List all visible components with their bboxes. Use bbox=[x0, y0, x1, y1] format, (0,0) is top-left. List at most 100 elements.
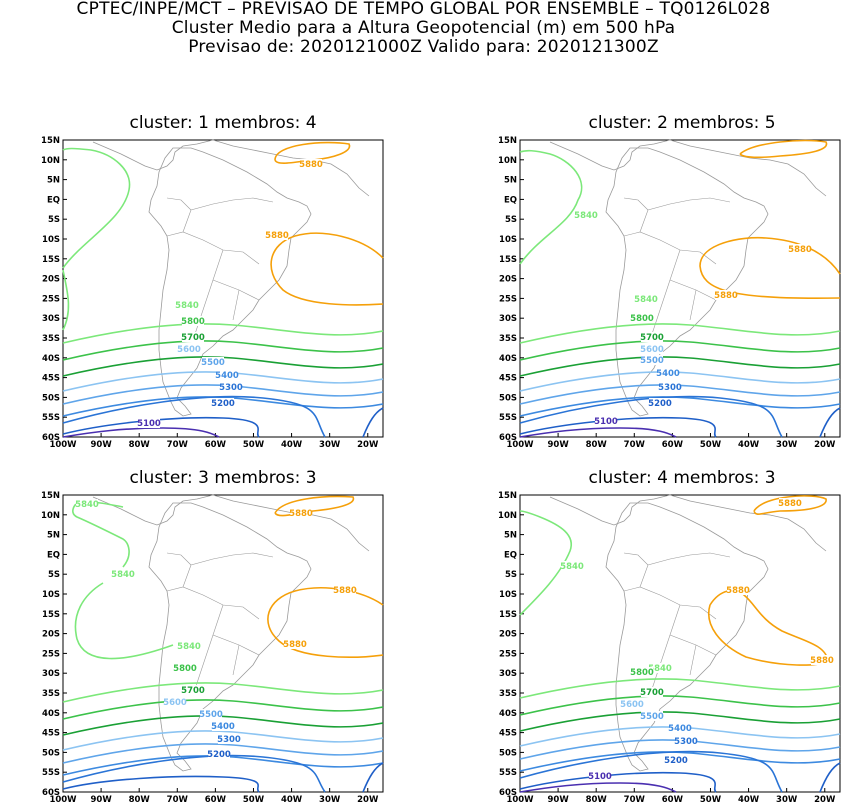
contour-5840 bbox=[62, 323, 384, 344]
label-bg bbox=[789, 244, 811, 254]
lat-tick-label: EQ bbox=[504, 195, 517, 205]
lat-tick-label: 10N bbox=[498, 511, 517, 521]
label-5300: 5300 bbox=[658, 383, 682, 393]
label-bg bbox=[621, 699, 643, 709]
label-5600: 5600 bbox=[177, 345, 201, 355]
contour-5200 bbox=[519, 416, 717, 438]
lat-tick-label: 20S bbox=[499, 275, 517, 285]
lat-tick-label: 60S bbox=[42, 788, 60, 798]
label-bg bbox=[811, 655, 833, 665]
label-5100: 5100 bbox=[594, 417, 618, 427]
lat-tick-label: 5S bbox=[48, 570, 60, 580]
figure-title: CPTEC/INPE/MCT – PREVISAO DE TEMPO GLOBA… bbox=[76, 0, 771, 19]
lat-tick-label: 40S bbox=[42, 354, 60, 364]
contour-5500 bbox=[62, 743, 384, 764]
label-5880: 5880 bbox=[778, 499, 802, 509]
lon-tick-label: 40W bbox=[281, 795, 303, 805]
contour-5400 bbox=[62, 396, 384, 417]
lat-tick-label: 50S bbox=[499, 748, 517, 758]
lat-tick-label: 5N bbox=[504, 531, 517, 541]
label-5840: 5840 bbox=[177, 642, 201, 652]
panel-title: cluster: 2 membros: 5 bbox=[588, 113, 776, 133]
contour-5300 bbox=[62, 754, 326, 793]
lat-tick-label: 20S bbox=[499, 630, 517, 640]
coastline bbox=[549, 139, 827, 417]
central-america-coast bbox=[549, 139, 827, 197]
lat-tick-label: 50S bbox=[42, 748, 60, 758]
lon-tick-label: 70W bbox=[624, 440, 646, 450]
lon-tick-label: 80W bbox=[129, 440, 151, 450]
label-5300: 5300 bbox=[219, 383, 243, 393]
contour-5200 bbox=[62, 775, 260, 793]
contour-5840-pacific2 bbox=[62, 269, 70, 331]
lon-tick-label: 70W bbox=[167, 795, 189, 805]
country-borders bbox=[166, 197, 274, 341]
label-5840: 5840 bbox=[648, 664, 672, 674]
lat-tick-label: 15S bbox=[42, 255, 60, 265]
label-5200: 5200 bbox=[664, 756, 688, 766]
label-bg bbox=[649, 398, 671, 408]
contour-5840-pacific2 bbox=[74, 582, 174, 660]
contour-5840 bbox=[519, 678, 841, 699]
label-5600: 5600 bbox=[620, 700, 644, 710]
contour-5200b bbox=[819, 762, 841, 793]
cluster-map: 15N 10N 5N EQ 5S 10S 15S 20S 25S 30S 35S 40S 45S 50S 5… bbox=[41, 136, 384, 450]
label-5700: 5700 bbox=[181, 686, 205, 696]
contour-5300 bbox=[519, 750, 783, 793]
label-bg bbox=[220, 382, 242, 392]
lat-tick-label: EQ bbox=[47, 195, 60, 205]
label-5800: 5800 bbox=[181, 317, 205, 327]
panel-title: cluster: 4 membros: 3 bbox=[588, 468, 776, 488]
contour-5500 bbox=[519, 384, 841, 405]
lat-tick-label: 15S bbox=[499, 610, 517, 620]
lat-tick-label: 55S bbox=[499, 768, 517, 778]
lon-tick-label: 50W bbox=[243, 440, 265, 450]
label-5880: 5880 bbox=[283, 640, 307, 650]
lat-tick-label: 5S bbox=[505, 215, 517, 225]
lat-tick-label: 10S bbox=[499, 590, 517, 600]
lat-tick-label: 15S bbox=[42, 610, 60, 620]
contour-5840 bbox=[62, 682, 384, 703]
label-bg bbox=[675, 736, 697, 746]
label-bg bbox=[182, 332, 204, 342]
lon-tick-label: 60W bbox=[205, 795, 227, 805]
contour-5700 bbox=[62, 715, 384, 736]
forecast-dates: Previsao de: 2020121000Z Valido para: 20… bbox=[188, 37, 659, 57]
contour-5880-atlantic bbox=[270, 232, 384, 306]
country-borders bbox=[166, 552, 274, 696]
label-5500: 5500 bbox=[640, 712, 664, 722]
contour-5400 bbox=[519, 751, 841, 772]
lon-tick-label: 20W bbox=[357, 440, 379, 450]
lat-tick-label: 10S bbox=[499, 235, 517, 245]
label-5880: 5880 bbox=[289, 509, 313, 519]
lat-tick-label: 40S bbox=[499, 354, 517, 364]
lat-tick-label: EQ bbox=[504, 550, 517, 560]
label-bg bbox=[657, 368, 679, 378]
label-bg bbox=[669, 723, 691, 733]
lon-tick-label: 50W bbox=[700, 795, 722, 805]
label-5200: 5200 bbox=[648, 399, 672, 409]
label-5880: 5880 bbox=[810, 656, 834, 666]
contour-5400 bbox=[519, 396, 841, 417]
lat-tick-label: 30S bbox=[499, 314, 517, 324]
lon-tick-label: 90W bbox=[90, 440, 112, 450]
lon-tick-label: 20W bbox=[814, 440, 836, 450]
label-5700: 5700 bbox=[640, 688, 664, 698]
lat-tick-label: 60S bbox=[42, 433, 60, 443]
lat-tick-label: 60S bbox=[499, 433, 517, 443]
map-frame bbox=[519, 494, 841, 793]
lon-tick-label: 70W bbox=[167, 440, 189, 450]
lon-tick-label: 40W bbox=[738, 795, 760, 805]
label-bg bbox=[641, 355, 663, 365]
lat-tick-label: 15N bbox=[41, 136, 60, 146]
label-bg bbox=[200, 709, 222, 719]
label-bg bbox=[290, 508, 312, 518]
label-5880: 5880 bbox=[788, 245, 812, 255]
label-bg bbox=[715, 290, 737, 300]
label-bg bbox=[216, 370, 238, 380]
lat-tick-label: 30S bbox=[42, 314, 60, 324]
contour-5300 bbox=[519, 395, 783, 438]
lon-tick-label: 50W bbox=[700, 440, 722, 450]
label-5700: 5700 bbox=[181, 333, 205, 343]
figure-subtitle: Cluster Medio para a Altura Geopotencial… bbox=[171, 18, 676, 38]
